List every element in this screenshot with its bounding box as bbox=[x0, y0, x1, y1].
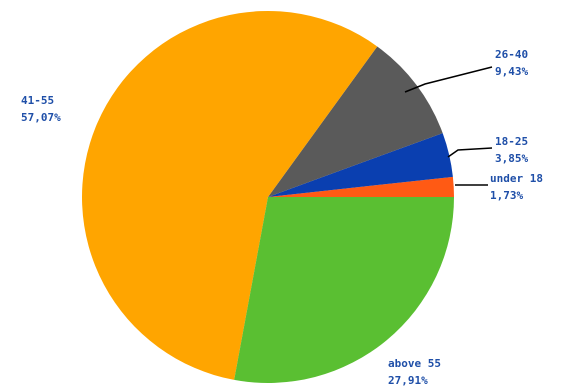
label-26-40: 26-40 bbox=[495, 48, 528, 61]
value-under-18: 1,73% bbox=[490, 189, 523, 202]
label-41-55: 41-55 bbox=[21, 94, 54, 107]
pie-slice-41-55 bbox=[82, 10, 378, 380]
value-41-55: 57,07% bbox=[21, 111, 61, 124]
label-above-55: above 55 bbox=[388, 357, 441, 370]
pie-slice-above-55 bbox=[234, 197, 454, 383]
leader-line-18-25 bbox=[447, 147, 493, 158]
pie-slice-18-25 bbox=[268, 133, 453, 197]
leader-line-26-40 bbox=[404, 66, 493, 93]
value-above-55: 27,91% bbox=[388, 374, 428, 387]
label-18-25: 18-25 bbox=[495, 135, 528, 148]
value-18-25: 3,85% bbox=[495, 152, 528, 165]
value-26-40: 9,43% bbox=[495, 65, 528, 78]
pie-slice-under-18 bbox=[268, 176, 454, 197]
pie-slice-26-40 bbox=[268, 46, 443, 197]
label-under-18: under 18 bbox=[490, 172, 543, 185]
pie-slices bbox=[82, 10, 454, 383]
